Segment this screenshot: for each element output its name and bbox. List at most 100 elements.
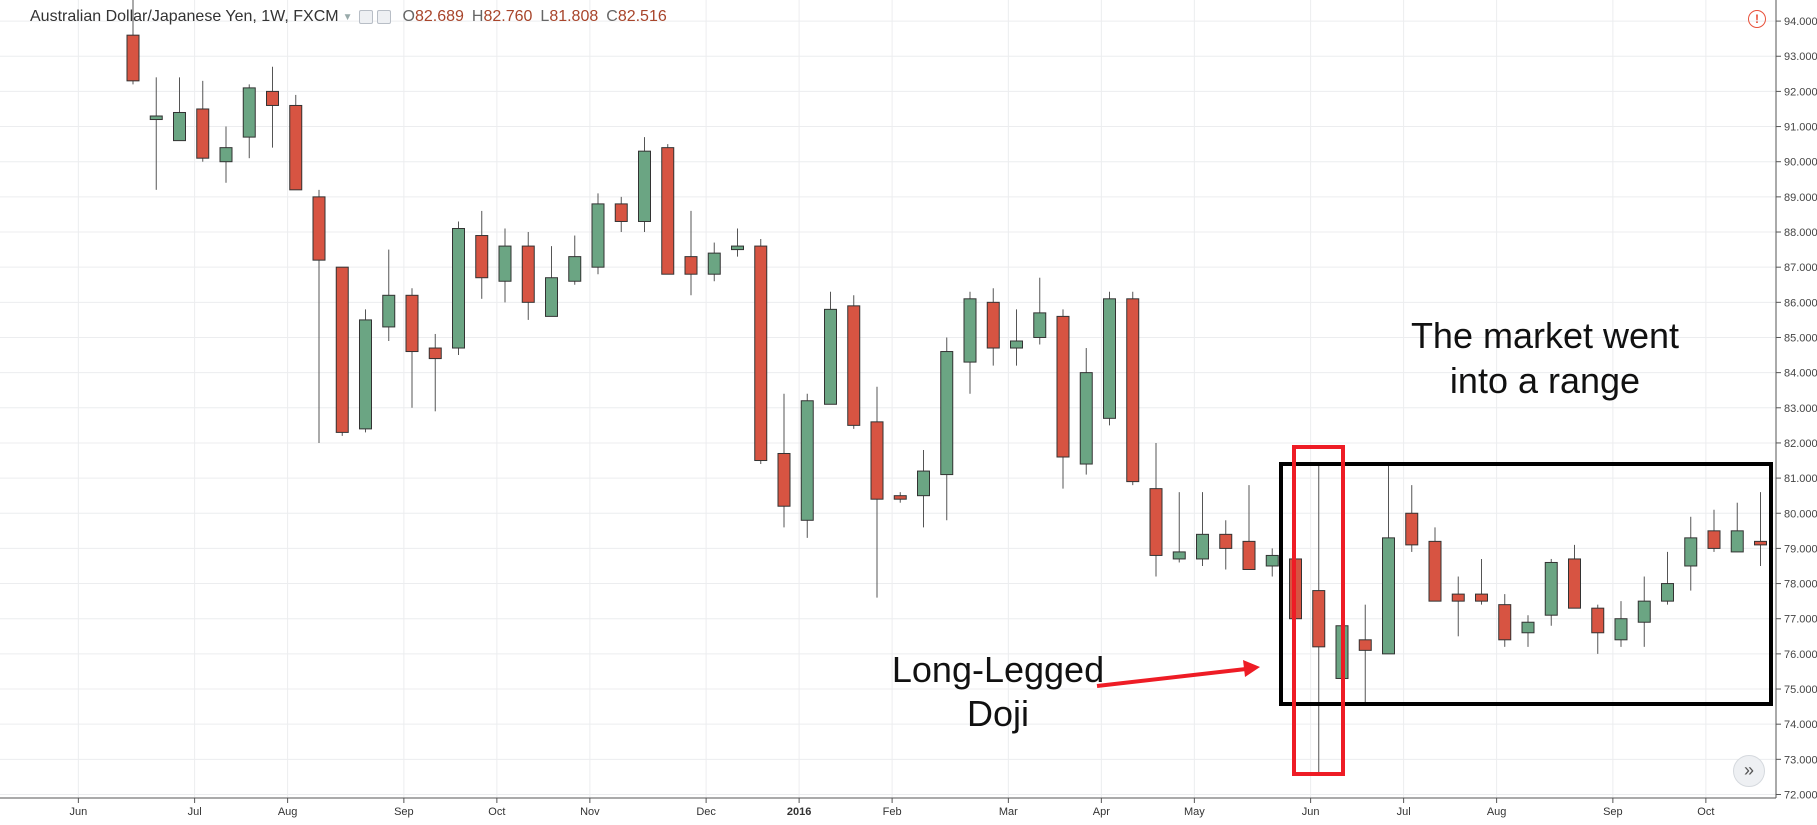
chevron-down-icon[interactable]: ▼: [342, 11, 353, 23]
candle-body-up: [1661, 583, 1674, 602]
candle-body-down: [289, 104, 303, 191]
y-tick-label: 72.000: [1784, 789, 1817, 801]
candle: [498, 228, 512, 303]
candle-body-down: [614, 203, 628, 222]
candle-body-down: [986, 301, 1000, 349]
candle-body-up: [1521, 621, 1535, 634]
candle-body-up: [638, 150, 651, 222]
scroll-to-realtime-icon[interactable]: »: [1733, 755, 1765, 787]
candle-body-up: [1544, 561, 1558, 616]
y-tick-label: 85.000: [1784, 332, 1817, 344]
candle-body-up: [149, 115, 163, 121]
candle-body-up: [545, 277, 558, 317]
candle: [1126, 291, 1140, 486]
candle-body-down: [196, 108, 210, 159]
candle: [405, 288, 419, 408]
y-tick-label: 75.000: [1784, 684, 1817, 696]
y-tick-label: 83.000: [1784, 403, 1817, 415]
candle-body-down: [1428, 540, 1442, 602]
doji-annotation-line1: Long-Legged: [892, 649, 1104, 690]
x-tick-label: 2016: [787, 806, 811, 818]
candle: [266, 66, 279, 148]
y-tick-label: 94.000: [1784, 16, 1817, 28]
candle: [173, 77, 186, 142]
range-annotation-line2: into a range: [1450, 360, 1640, 401]
range-annotation-line1: The market went: [1411, 315, 1679, 356]
candle-body-up: [1614, 618, 1628, 641]
candle: [917, 449, 930, 528]
candle: [754, 239, 768, 465]
candle: [731, 228, 744, 257]
candle-body-up: [173, 111, 186, 142]
candle: [847, 295, 861, 429]
candle: [614, 196, 628, 233]
candle-body-down: [1568, 558, 1581, 609]
candle: [1242, 485, 1256, 570]
candle-body-down: [1591, 607, 1605, 634]
candle-body-down: [126, 34, 140, 82]
candle: [1637, 576, 1651, 647]
x-tick-label: Aug: [278, 806, 298, 818]
candle-body-up: [452, 228, 465, 349]
alert-icon[interactable]: !: [1748, 10, 1766, 28]
x-tick-label: Oct: [488, 806, 505, 818]
y-tick-label: 79.000: [1784, 543, 1817, 555]
candle: [1521, 615, 1535, 647]
candle-body-up: [1010, 340, 1023, 349]
candle: [1544, 558, 1558, 626]
y-tick-label: 91.000: [1784, 122, 1817, 134]
x-tick-label: Nov: [580, 806, 600, 818]
candle: [777, 393, 791, 528]
candle: [1172, 492, 1186, 563]
candle-body-down: [1707, 530, 1721, 549]
symbol-title[interactable]: Australian Dollar/Japanese Yen, 1W, FXCM: [30, 8, 339, 25]
x-tick-label: Oct: [1697, 806, 1714, 818]
chart-header: Australian Dollar/Japanese Yen, 1W, FXCM…: [0, 0, 667, 34]
candle-body-down: [1451, 593, 1465, 602]
candle-body-up: [731, 245, 744, 251]
candle-body-up: [940, 351, 954, 476]
x-tick-label: Aug: [1487, 806, 1507, 818]
candle-body-down: [405, 294, 419, 353]
candle-body-down: [754, 245, 768, 462]
candle: [684, 210, 698, 296]
candle-body-up: [1196, 533, 1209, 560]
candle: [568, 235, 582, 285]
candle-body-up: [1637, 600, 1651, 623]
candle-body-up: [800, 400, 814, 521]
y-tick-label: 81.000: [1784, 473, 1817, 485]
candle: [1149, 442, 1163, 577]
x-tick-label: Jul: [1397, 806, 1411, 818]
y-tick-label: 84.000: [1784, 368, 1817, 380]
candle: [1661, 551, 1674, 605]
candle-body-down: [428, 347, 442, 360]
candle-body-down: [312, 196, 326, 261]
candle-body-down: [1475, 593, 1488, 602]
candle: [359, 309, 372, 433]
candle: [1265, 548, 1279, 577]
candle: [940, 337, 954, 521]
candle-body-up: [1172, 551, 1186, 560]
candle-body-down: [1056, 315, 1070, 458]
visibility-icon[interactable]: [376, 10, 391, 24]
candle-body-down: [1126, 298, 1140, 483]
candle-body-down: [335, 266, 349, 433]
candle: [1382, 464, 1395, 655]
candle-body-up: [1079, 372, 1093, 465]
candle-body-down: [684, 256, 698, 275]
candle: [149, 77, 163, 190]
candle: [824, 291, 837, 405]
candle: [1475, 558, 1488, 605]
y-tick-label: 93.000: [1784, 51, 1817, 63]
x-tick-label: Sep: [394, 806, 414, 818]
candle-body-up: [219, 147, 233, 163]
settings-icon[interactable]: [358, 10, 373, 24]
candle-body-up: [568, 256, 582, 282]
candle: [1358, 604, 1372, 704]
candle-body-up: [963, 298, 977, 363]
candle: [1707, 509, 1721, 552]
candle: [893, 492, 907, 503]
candle: [800, 393, 814, 538]
